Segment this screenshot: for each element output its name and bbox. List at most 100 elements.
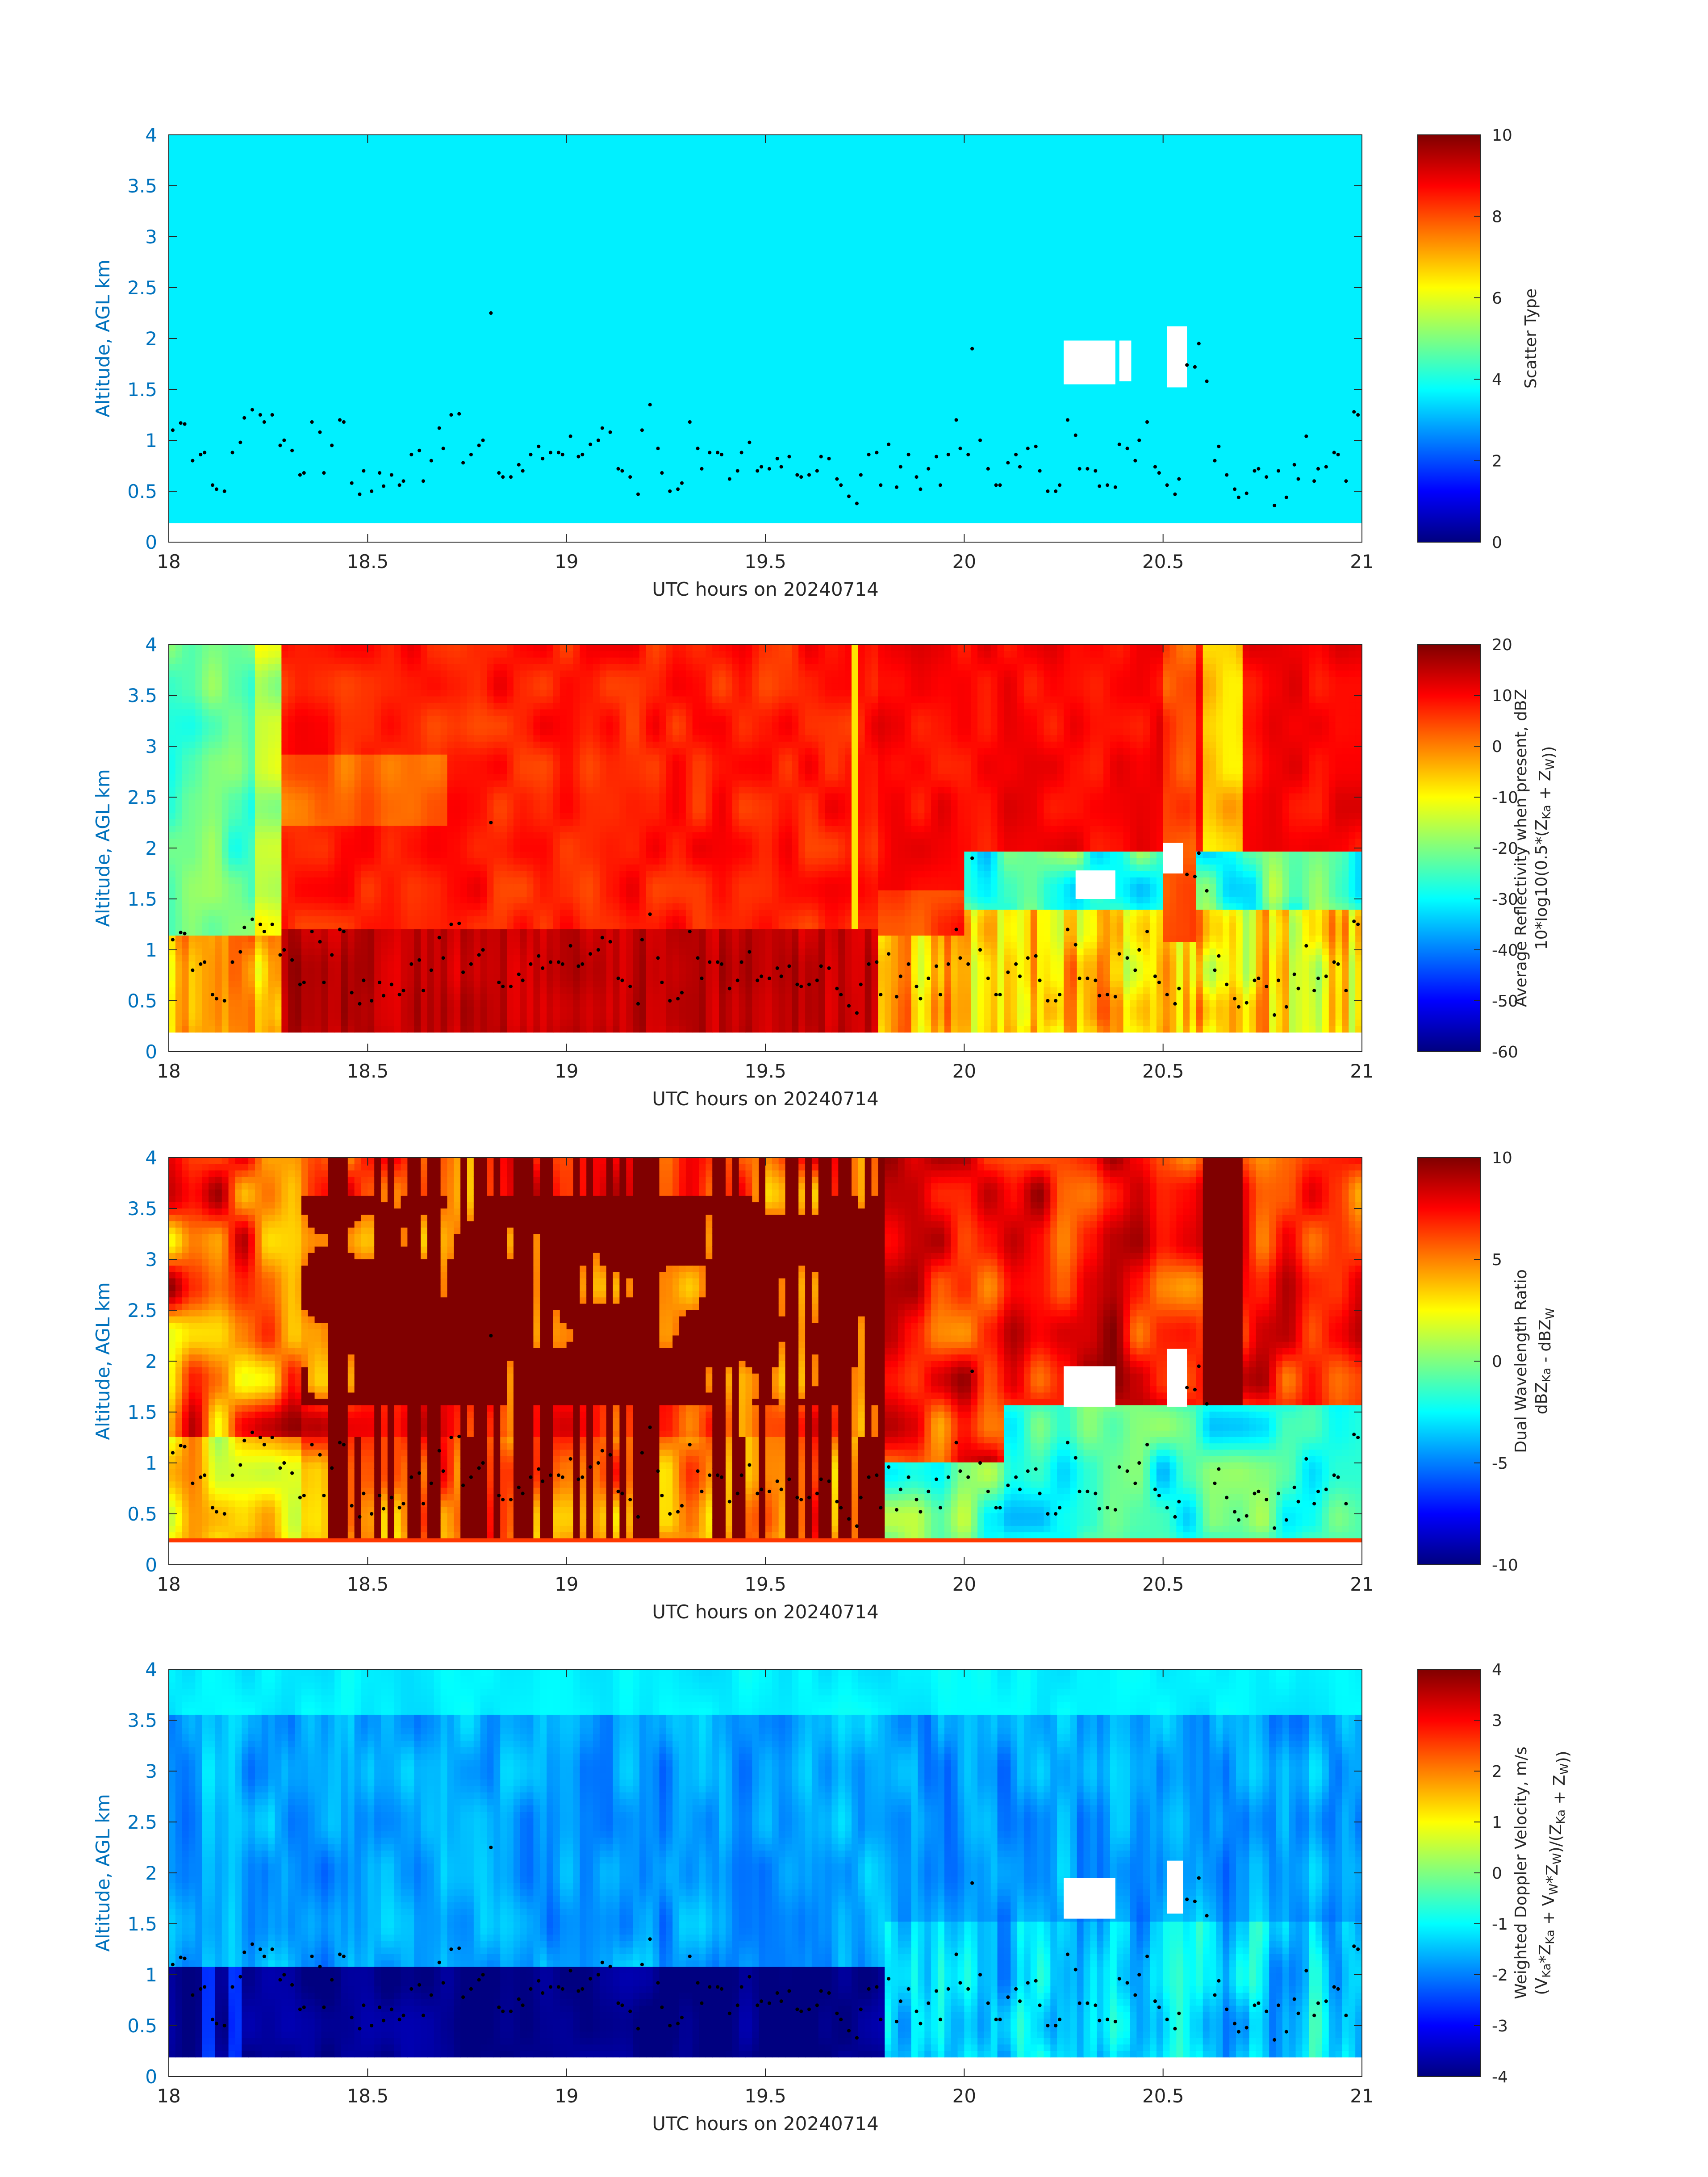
heatmap-cell	[533, 213, 540, 219]
heatmap-cell	[547, 251, 553, 258]
heatmap-cell	[348, 484, 355, 491]
heatmap-cell	[639, 297, 646, 303]
heatmap-cell	[606, 380, 613, 387]
heatmap-cell	[195, 400, 202, 407]
heatmap-cell	[341, 297, 348, 303]
heatmap-cell	[460, 497, 467, 504]
heatmap-cell	[487, 464, 494, 471]
heatmap-cell	[467, 135, 474, 142]
heatmap-cell	[520, 393, 527, 400]
heatmap-cell	[606, 393, 613, 400]
heatmap-cell	[487, 490, 494, 497]
heatmap-cell	[355, 322, 361, 329]
heatmap-cell	[381, 148, 388, 155]
heatmap-cell	[454, 322, 460, 329]
heatmap-cell	[573, 264, 580, 271]
heatmap-cell	[401, 329, 408, 335]
heatmap-cell	[527, 503, 534, 510]
heatmap-cell	[222, 400, 229, 407]
heatmap-cell	[229, 309, 235, 316]
heatmap-cell	[533, 400, 540, 407]
heatmap-cell	[374, 445, 381, 452]
heatmap-cell	[348, 200, 355, 206]
heatmap-cell	[401, 135, 408, 142]
heatmap-cell	[639, 393, 646, 400]
heatmap-cell	[520, 406, 527, 413]
heatmap-cell	[500, 400, 507, 407]
heatmap-cell	[567, 174, 573, 180]
heatmap-cell	[275, 374, 282, 381]
heatmap-cell	[262, 135, 268, 142]
heatmap-cell	[600, 141, 606, 148]
heatmap-cell	[401, 322, 408, 329]
heatmap-cell	[507, 154, 514, 161]
heatmap-cell	[235, 206, 242, 213]
heatmap-cell	[175, 458, 182, 465]
heatmap-cell	[507, 374, 514, 381]
heatmap-cell	[229, 484, 235, 491]
heatmap-cell	[586, 232, 593, 238]
heatmap-cell	[315, 277, 322, 284]
heatmap-cell	[388, 426, 394, 433]
heatmap-cell	[388, 516, 394, 523]
heatmap-cell	[633, 290, 639, 297]
heatmap-cell	[613, 154, 620, 161]
heatmap-cell	[487, 368, 494, 374]
heatmap-cell	[454, 219, 460, 226]
heatmap-cell	[639, 477, 646, 484]
heatmap-cell	[507, 516, 514, 523]
heatmap-cell	[421, 219, 427, 226]
heatmap-cell	[334, 510, 341, 517]
heatmap-cell	[328, 245, 334, 251]
heatmap-cell	[421, 445, 427, 452]
heatmap-cell	[242, 167, 248, 174]
heatmap-cell	[454, 271, 460, 277]
heatmap-cell	[421, 393, 427, 400]
heatmap-cell	[573, 368, 580, 374]
heatmap-cell	[606, 193, 613, 200]
heatmap-cell	[374, 316, 381, 322]
heatmap-cell	[328, 387, 334, 394]
heatmap-cell	[573, 497, 580, 504]
heatmap-cell	[195, 226, 202, 232]
heatmap-cell	[215, 200, 222, 206]
heatmap-cell	[460, 432, 467, 439]
heatmap-cell	[619, 258, 626, 264]
heatmap-cell	[441, 206, 447, 213]
heatmap-cell	[202, 477, 209, 484]
heatmap-cell	[235, 477, 242, 484]
heatmap-cell	[255, 439, 262, 445]
heatmap-cell	[540, 387, 547, 394]
heatmap-cell	[626, 393, 633, 400]
heatmap-cell	[573, 393, 580, 400]
heatmap-cell	[189, 303, 196, 309]
heatmap-cell	[580, 361, 586, 368]
heatmap-cell	[427, 406, 434, 413]
heatmap-cell	[215, 167, 222, 174]
heatmap-cell	[248, 226, 255, 232]
heatmap-cell	[215, 232, 222, 238]
heatmap-cell	[580, 284, 586, 290]
heatmap-cell	[202, 148, 209, 155]
heatmap-cell	[275, 309, 282, 316]
heatmap-cell	[295, 174, 301, 180]
heatmap-cell	[367, 322, 374, 329]
heatmap-cell	[460, 251, 467, 258]
heatmap-cell	[255, 497, 262, 504]
heatmap-cell	[169, 477, 175, 484]
heatmap-cell	[573, 226, 580, 232]
heatmap-cell	[229, 380, 235, 387]
heatmap-cell	[441, 238, 447, 245]
heatmap-cell	[182, 400, 189, 407]
heatmap-cell	[507, 329, 514, 335]
heatmap-cell	[520, 361, 527, 368]
heatmap-cell	[533, 361, 540, 368]
heatmap-cell	[308, 277, 315, 284]
heatmap-cell	[381, 245, 388, 251]
heatmap-cell	[480, 510, 487, 517]
heatmap-cell	[626, 193, 633, 200]
heatmap-cell	[169, 471, 175, 478]
heatmap-cell	[527, 426, 534, 433]
heatmap-cell	[361, 406, 367, 413]
heatmap-cell	[493, 297, 500, 303]
